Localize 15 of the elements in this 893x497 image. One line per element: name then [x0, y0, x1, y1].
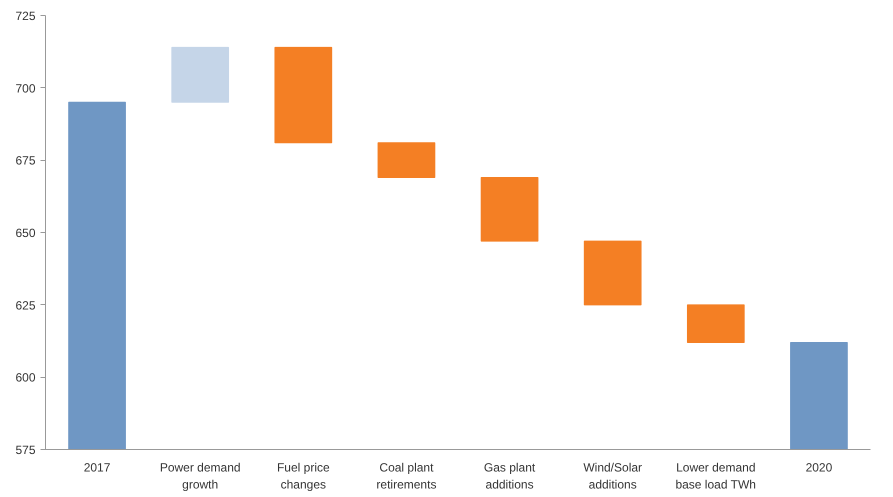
x-tick-label: Fuel price changes: [276, 460, 330, 492]
y-tick-label: 650: [15, 226, 36, 240]
y-tick-label: 625: [15, 298, 36, 312]
x-tick-label: Power demand growth: [160, 460, 241, 492]
y-tick-label: 725: [15, 9, 36, 23]
y-tick-label: 675: [15, 154, 36, 168]
x-tick-label: 2020: [806, 460, 833, 474]
x-tick-label: Wind/Solar additions: [583, 460, 642, 492]
y-tick-label: 600: [15, 370, 36, 385]
x-tick-label: Lower demand base load TWh: [675, 460, 756, 492]
x-tick-label: Coal plant retirements: [376, 460, 436, 492]
x-tick-label: Gas plant additions: [484, 460, 536, 492]
y-tick-label: 575: [15, 443, 36, 457]
x-tick-label: 2017: [84, 460, 111, 474]
y-tick-label: 700: [15, 81, 36, 96]
